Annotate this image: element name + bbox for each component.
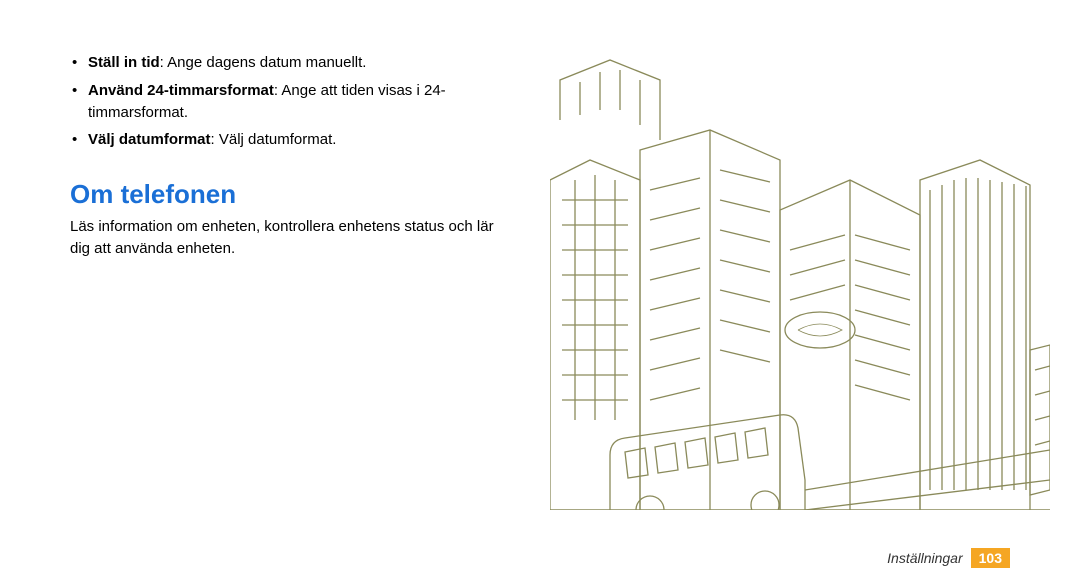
cityscape-illustration [550, 50, 1050, 510]
bullet-bold: Använd 24-timmarsformat [88, 82, 274, 99]
bullet-rest: : Välj datumformat. [211, 131, 337, 148]
bullet-list: Ställ in tid: Ange dagens datum manuellt… [70, 52, 510, 151]
page-footer: Inställningar 103 [887, 548, 1010, 568]
section-heading: Om telefonen [70, 179, 510, 210]
bullet-bold: Välj datumformat [88, 131, 211, 148]
right-column [530, 0, 1080, 586]
bullet-rest: : Ange dagens datum manuellt. [160, 54, 367, 71]
footer-section-label: Inställningar [887, 550, 963, 566]
bullet-item: Välj datumformat: Välj datumformat. [70, 129, 510, 151]
left-column: Ställ in tid: Ange dagens datum manuellt… [0, 0, 530, 586]
footer-page-number: 103 [971, 548, 1010, 568]
bullet-bold: Ställ in tid [88, 54, 160, 71]
bullet-item: Använd 24-timmarsformat: Ange att tiden … [70, 80, 510, 124]
section-description: Läs information om enheten, kontrollera … [70, 216, 510, 260]
bullet-item: Ställ in tid: Ange dagens datum manuellt… [70, 52, 510, 74]
